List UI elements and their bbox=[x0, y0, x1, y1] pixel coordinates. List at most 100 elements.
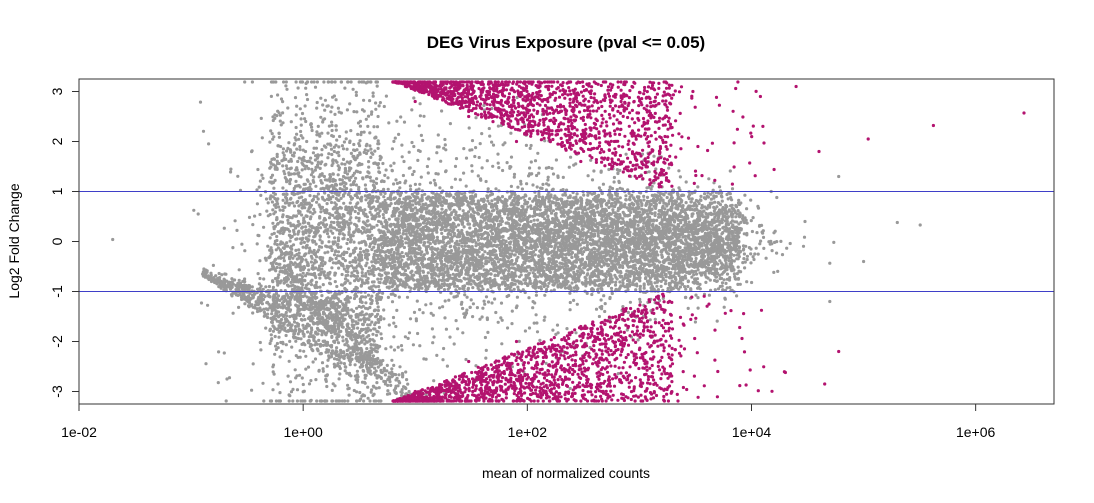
data-point bbox=[456, 223, 461, 227]
data-point bbox=[237, 305, 241, 309]
data-point bbox=[418, 102, 422, 106]
data-point bbox=[282, 259, 286, 263]
data-point bbox=[376, 146, 380, 150]
data-point bbox=[303, 104, 307, 108]
data-point bbox=[326, 250, 330, 254]
data-point bbox=[259, 193, 263, 197]
data-point bbox=[278, 248, 282, 252]
data-point bbox=[728, 192, 732, 196]
data-point bbox=[648, 215, 652, 219]
data-point bbox=[684, 287, 688, 291]
data-point bbox=[309, 156, 313, 160]
data-point bbox=[568, 386, 572, 391]
data-point bbox=[509, 184, 513, 188]
data-point bbox=[355, 194, 359, 198]
data-point bbox=[333, 80, 337, 84]
data-point bbox=[349, 216, 353, 220]
data-point bbox=[410, 108, 414, 112]
data-point bbox=[325, 202, 329, 206]
data-point bbox=[574, 331, 578, 335]
data-point bbox=[718, 273, 722, 277]
data-point bbox=[291, 387, 295, 391]
data-point bbox=[315, 399, 319, 403]
data-point bbox=[693, 202, 698, 206]
data-point bbox=[371, 354, 375, 358]
data-point bbox=[586, 230, 590, 234]
data-point bbox=[407, 331, 412, 335]
data-point bbox=[440, 231, 444, 235]
data-point bbox=[320, 181, 324, 185]
data-point bbox=[520, 187, 525, 191]
data-point bbox=[484, 356, 488, 360]
data-point bbox=[418, 114, 422, 118]
data-point bbox=[330, 152, 334, 157]
data-point bbox=[251, 362, 255, 366]
data-point bbox=[573, 280, 578, 284]
data-point bbox=[330, 266, 334, 270]
data-point bbox=[745, 257, 749, 262]
data-point bbox=[745, 254, 750, 258]
data-point bbox=[373, 149, 377, 153]
data-point bbox=[402, 254, 406, 259]
data-point bbox=[374, 107, 378, 111]
data-point bbox=[387, 217, 391, 221]
data-point bbox=[468, 148, 472, 152]
data-point bbox=[309, 379, 313, 383]
data-point bbox=[384, 94, 388, 98]
data-point bbox=[417, 124, 421, 128]
data-point bbox=[360, 267, 364, 271]
data-point bbox=[347, 226, 351, 230]
data-point bbox=[634, 288, 638, 292]
data-point bbox=[564, 256, 568, 260]
data-point bbox=[490, 199, 494, 203]
data-point bbox=[308, 194, 312, 198]
data-point bbox=[278, 262, 282, 266]
data-point bbox=[231, 311, 235, 315]
data-point bbox=[288, 239, 292, 243]
data-point bbox=[486, 251, 490, 256]
data-point bbox=[470, 169, 474, 173]
data-point bbox=[294, 80, 298, 84]
data-point bbox=[356, 132, 360, 136]
data-point bbox=[299, 117, 303, 121]
data-point bbox=[275, 243, 279, 247]
data-point bbox=[707, 177, 711, 181]
data-point bbox=[284, 84, 288, 88]
data-point bbox=[460, 244, 464, 248]
data-point bbox=[470, 164, 474, 168]
data-point bbox=[586, 174, 590, 178]
data-point bbox=[322, 174, 326, 179]
data-point bbox=[392, 182, 396, 186]
data-point bbox=[206, 303, 210, 307]
data-point bbox=[352, 240, 356, 244]
data-point bbox=[546, 284, 550, 288]
data-point bbox=[432, 335, 436, 339]
data-point bbox=[386, 230, 390, 234]
data-point bbox=[372, 125, 376, 129]
data-point bbox=[260, 136, 264, 140]
data-point bbox=[368, 242, 373, 246]
data-point bbox=[568, 300, 572, 305]
data-point bbox=[276, 346, 280, 350]
data-point bbox=[742, 257, 746, 261]
data-point bbox=[652, 154, 656, 158]
data-point bbox=[310, 272, 314, 276]
data-point bbox=[465, 295, 469, 299]
data-point bbox=[325, 384, 329, 389]
data-point bbox=[320, 361, 325, 365]
data-point bbox=[307, 382, 312, 386]
data-point bbox=[293, 368, 297, 372]
data-point bbox=[266, 244, 270, 248]
data-point bbox=[276, 109, 280, 113]
data-point bbox=[418, 182, 422, 186]
data-point bbox=[565, 327, 569, 331]
data-point bbox=[382, 104, 386, 109]
data-point bbox=[340, 162, 344, 166]
data-point bbox=[329, 110, 333, 114]
data-point bbox=[572, 298, 576, 302]
data-point bbox=[420, 189, 424, 193]
data-point bbox=[275, 234, 279, 239]
data-point bbox=[337, 145, 341, 149]
data-point bbox=[523, 281, 527, 285]
data-point bbox=[288, 182, 292, 186]
